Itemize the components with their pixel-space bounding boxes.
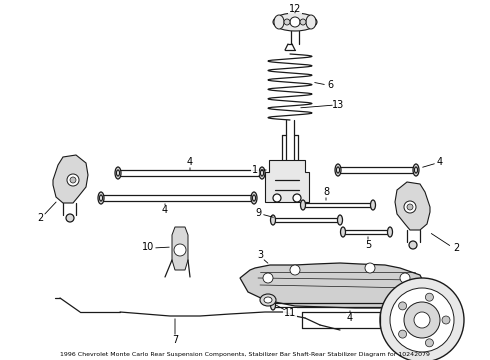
Ellipse shape bbox=[117, 170, 120, 176]
Text: 4: 4 bbox=[187, 157, 193, 167]
Ellipse shape bbox=[388, 227, 392, 237]
Ellipse shape bbox=[260, 294, 276, 306]
Circle shape bbox=[442, 316, 450, 324]
Text: 13: 13 bbox=[332, 100, 344, 110]
Text: 3: 3 bbox=[257, 250, 263, 260]
Text: 12: 12 bbox=[289, 4, 301, 14]
Text: 9: 9 bbox=[255, 208, 261, 218]
Ellipse shape bbox=[98, 192, 104, 204]
Circle shape bbox=[290, 265, 300, 275]
Ellipse shape bbox=[338, 215, 343, 225]
Text: 1: 1 bbox=[252, 165, 258, 175]
Text: 8: 8 bbox=[323, 187, 329, 197]
Ellipse shape bbox=[259, 167, 265, 179]
Text: 2: 2 bbox=[453, 243, 459, 253]
Ellipse shape bbox=[413, 164, 419, 176]
Circle shape bbox=[380, 278, 464, 360]
Circle shape bbox=[407, 204, 413, 210]
Ellipse shape bbox=[270, 300, 275, 310]
Ellipse shape bbox=[341, 227, 345, 237]
Ellipse shape bbox=[251, 192, 257, 204]
Polygon shape bbox=[240, 263, 425, 308]
Circle shape bbox=[409, 241, 417, 249]
Circle shape bbox=[70, 177, 76, 183]
Ellipse shape bbox=[300, 200, 305, 210]
Text: 7: 7 bbox=[172, 335, 178, 345]
Ellipse shape bbox=[273, 13, 317, 31]
Text: 5: 5 bbox=[365, 240, 371, 250]
Ellipse shape bbox=[261, 170, 264, 176]
Text: 11: 11 bbox=[284, 308, 296, 318]
Circle shape bbox=[67, 174, 79, 186]
Circle shape bbox=[263, 273, 273, 283]
Circle shape bbox=[425, 293, 434, 301]
Text: 6: 6 bbox=[327, 80, 333, 90]
Circle shape bbox=[404, 201, 416, 213]
Circle shape bbox=[400, 273, 410, 283]
Circle shape bbox=[66, 214, 74, 222]
Ellipse shape bbox=[415, 167, 417, 173]
Ellipse shape bbox=[99, 195, 102, 201]
Ellipse shape bbox=[264, 297, 272, 303]
Ellipse shape bbox=[252, 195, 255, 201]
Ellipse shape bbox=[335, 164, 341, 176]
Polygon shape bbox=[172, 227, 188, 270]
Ellipse shape bbox=[370, 200, 375, 210]
Text: 10: 10 bbox=[142, 242, 154, 252]
Ellipse shape bbox=[413, 300, 417, 310]
Ellipse shape bbox=[115, 167, 121, 179]
Circle shape bbox=[174, 244, 186, 256]
Polygon shape bbox=[53, 155, 88, 203]
Ellipse shape bbox=[270, 215, 275, 225]
Circle shape bbox=[273, 194, 281, 202]
Polygon shape bbox=[395, 182, 430, 230]
Text: 4: 4 bbox=[347, 313, 353, 323]
Circle shape bbox=[414, 312, 430, 328]
Circle shape bbox=[293, 194, 301, 202]
Circle shape bbox=[404, 302, 440, 338]
Circle shape bbox=[398, 330, 407, 338]
Ellipse shape bbox=[306, 15, 316, 29]
Circle shape bbox=[390, 288, 454, 352]
Text: 4: 4 bbox=[162, 205, 168, 215]
Polygon shape bbox=[265, 160, 309, 202]
Circle shape bbox=[290, 17, 300, 27]
Text: 4: 4 bbox=[437, 157, 443, 167]
Text: 2: 2 bbox=[37, 213, 43, 223]
Circle shape bbox=[425, 339, 434, 347]
Circle shape bbox=[300, 19, 306, 25]
Ellipse shape bbox=[274, 15, 284, 29]
Circle shape bbox=[365, 263, 375, 273]
Circle shape bbox=[284, 19, 290, 25]
Ellipse shape bbox=[337, 167, 340, 173]
Text: 1996 Chevrolet Monte Carlo Rear Suspension Components, Stabilizer Bar Shaft-Rear: 1996 Chevrolet Monte Carlo Rear Suspensi… bbox=[60, 352, 430, 357]
Circle shape bbox=[398, 302, 407, 310]
